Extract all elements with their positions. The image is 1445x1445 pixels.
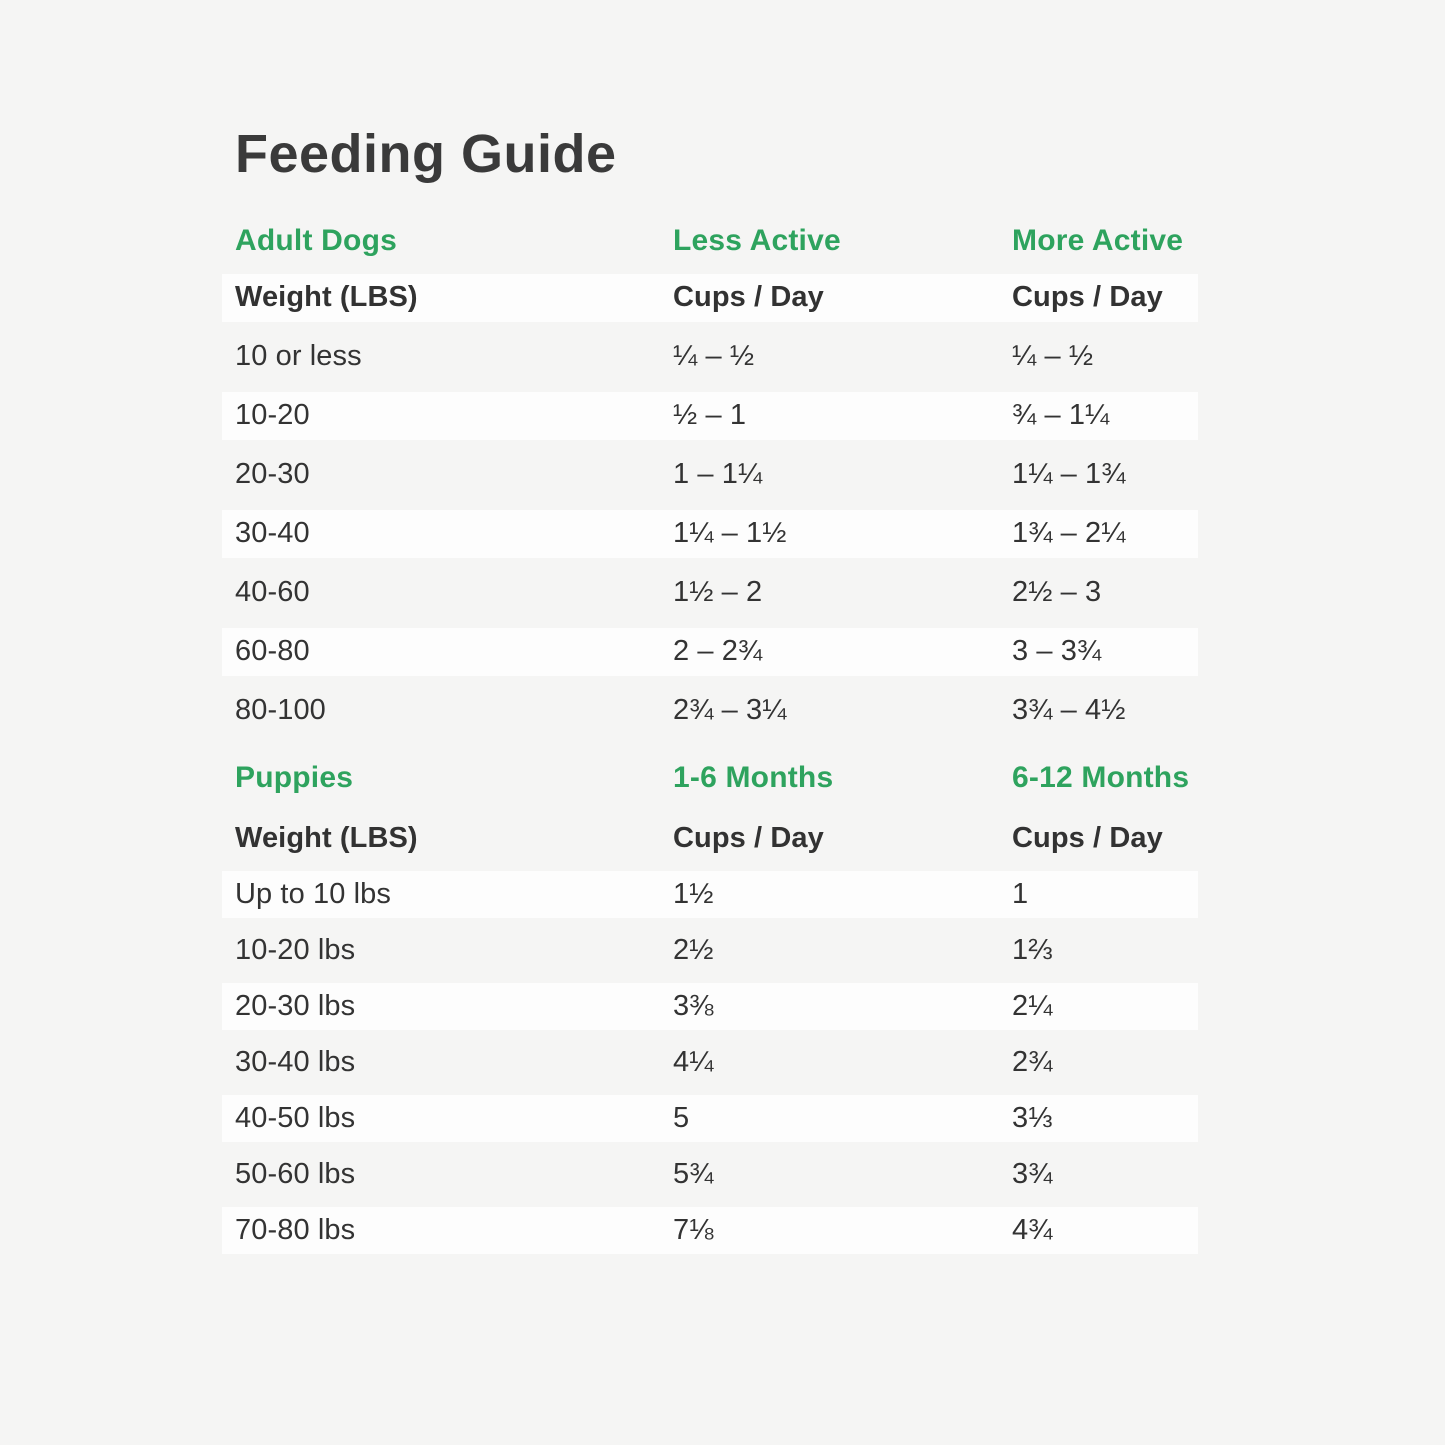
feeding-guide-panel: Feeding Guide Adult Dogs Less Active Mor… — [222, 0, 1198, 1258]
cell-less-active: ½ – 1 — [673, 399, 747, 431]
table-row: 40-60 1½ – 2 2½ – 3 — [222, 563, 1198, 622]
cell-more-active: 2½ – 3 — [1012, 576, 1102, 608]
cell-6-12-months: 3⅓ — [1012, 1101, 1053, 1134]
cell-weight: 10-20 lbs — [235, 933, 356, 966]
table-row: Up to 10 lbs 1½ 1 — [222, 866, 1198, 922]
table-row: 10-20 ½ – 1 ¾ – 1¼ — [222, 386, 1198, 445]
adult-column-header-row: Weight (LBS) Cups / Day Cups / Day — [222, 268, 1198, 327]
table-row: 30-40 1¼ – 1½ 1¾ – 2¼ — [222, 504, 1198, 563]
cell-1-6-months: 7⅛ — [673, 1213, 714, 1246]
table-row: 10 or less ¼ – ½ ¼ – ½ — [222, 327, 1198, 386]
cell-more-active: 3 – 3¾ — [1012, 635, 1102, 667]
cell-1-6-months: 5 — [673, 1101, 690, 1134]
column-header-less-active-cups: Cups / Day — [673, 281, 824, 313]
column-header-more-active-cups: Cups / Day — [1012, 281, 1163, 313]
table-row: 70-80 lbs 7⅛ 4¾ — [222, 1202, 1198, 1258]
cell-more-active: ¾ – 1¼ — [1012, 399, 1110, 431]
puppy-section-header-row: Puppies 1-6 Months 6-12 Months — [222, 757, 1198, 799]
cell-weight: 30-40 — [235, 517, 310, 549]
cell-1-6-months: 4¼ — [673, 1045, 714, 1078]
cell-less-active: 1¼ – 1½ — [673, 517, 787, 549]
cell-more-active: 1¾ – 2¼ — [1012, 517, 1126, 549]
cell-weight: 60-80 — [235, 635, 310, 667]
cell-weight: 70-80 lbs — [235, 1213, 356, 1246]
cell-6-12-months: 3¾ — [1012, 1157, 1053, 1190]
cell-1-6-months: 1½ — [673, 877, 714, 910]
cell-more-active: 3¾ – 4½ — [1012, 694, 1126, 726]
cell-weight: 10-20 — [235, 399, 310, 431]
cell-6-12-months: 4¾ — [1012, 1213, 1053, 1246]
table-row: 40-50 lbs 5 3⅓ — [222, 1090, 1198, 1146]
section-label-adult-dogs: Adult Dogs — [235, 224, 397, 257]
table-row: 80-100 2¾ – 3¼ 3¾ – 4½ — [222, 681, 1198, 740]
cell-1-6-months: 5¾ — [673, 1157, 714, 1190]
cell-more-active: ¼ – ½ — [1012, 340, 1094, 372]
puppy-column-header-row: Weight (LBS) Cups / Day Cups / Day — [222, 810, 1198, 866]
section-label-less-active: Less Active — [673, 224, 841, 257]
section-label-more-active: More Active — [1012, 224, 1184, 257]
cell-1-6-months: 3⅜ — [673, 989, 714, 1022]
cell-weight: 20-30 lbs — [235, 989, 356, 1022]
cell-less-active: 2¾ – 3¼ — [673, 694, 787, 726]
table-row: 10-20 lbs 2½ 1⅔ — [222, 922, 1198, 978]
cell-less-active: 1½ – 2 — [673, 576, 763, 608]
cell-weight: 40-60 — [235, 576, 310, 608]
table-row: 20-30 lbs 3⅜ 2¼ — [222, 978, 1198, 1034]
cell-more-active: 1¼ – 1¾ — [1012, 458, 1126, 490]
table-row: 20-30 1 – 1¼ 1¼ – 1¾ — [222, 445, 1198, 504]
cell-weight: 10 or less — [235, 340, 362, 372]
cell-less-active: 1 – 1¼ — [673, 458, 763, 490]
section-label-puppies: Puppies — [235, 761, 354, 794]
adult-section-header-row: Adult Dogs Less Active More Active — [222, 220, 1198, 262]
column-header-weight: Weight (LBS) — [235, 281, 418, 313]
adult-feeding-table: Weight (LBS) Cups / Day Cups / Day 10 or… — [222, 268, 1198, 740]
cell-weight: 40-50 lbs — [235, 1101, 356, 1134]
cell-6-12-months: 2¼ — [1012, 989, 1053, 1022]
cell-less-active: ¼ – ½ — [673, 340, 755, 372]
section-label-1-6-months: 1-6 Months — [673, 761, 834, 794]
cell-6-12-months: 2¾ — [1012, 1045, 1053, 1078]
cell-weight: 80-100 — [235, 694, 326, 726]
section-label-6-12-months: 6-12 Months — [1012, 761, 1190, 794]
puppy-feeding-table: Weight (LBS) Cups / Day Cups / Day Up to… — [222, 810, 1198, 1258]
cell-weight: 50-60 lbs — [235, 1157, 356, 1190]
cell-6-12-months: 1⅔ — [1012, 933, 1053, 966]
table-row: 30-40 lbs 4¼ 2¾ — [222, 1034, 1198, 1090]
column-header-1-6-months-cups: Cups / Day — [673, 821, 824, 854]
cell-weight: 30-40 lbs — [235, 1045, 356, 1078]
table-row: 50-60 lbs 5¾ 3¾ — [222, 1146, 1198, 1202]
cell-weight: 20-30 — [235, 458, 310, 490]
column-header-6-12-months-cups: Cups / Day — [1012, 821, 1163, 854]
cell-6-12-months: 1 — [1012, 877, 1029, 910]
cell-weight: Up to 10 lbs — [235, 877, 391, 910]
cell-less-active: 2 – 2¾ — [673, 635, 763, 667]
page-title: Feeding Guide — [235, 124, 617, 184]
cell-1-6-months: 2½ — [673, 933, 714, 966]
table-row: 60-80 2 – 2¾ 3 – 3¾ — [222, 622, 1198, 681]
column-header-weight: Weight (LBS) — [235, 821, 418, 854]
